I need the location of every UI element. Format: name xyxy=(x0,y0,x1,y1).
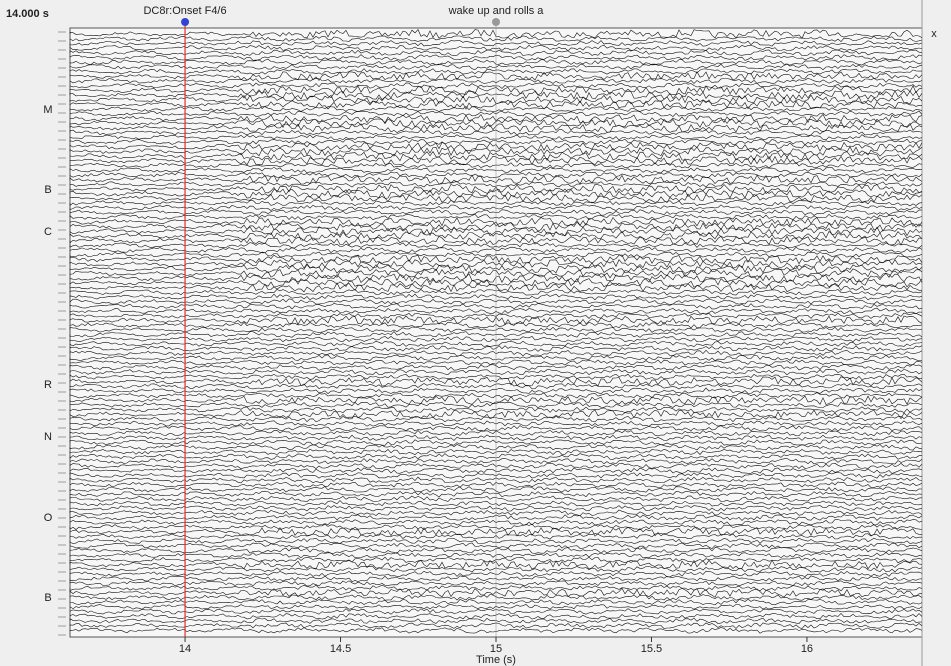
channel-group-label: N xyxy=(44,431,52,443)
signal-viewer: 14.000 s x Time (s) 14 14.5 15 15.5 16 DC8r:O… xyxy=(0,0,951,666)
channel-group-label: R xyxy=(44,379,52,391)
x-axis-label: Time (s) xyxy=(476,654,516,666)
x-tick-label: 14 xyxy=(179,643,191,655)
annotation-marker xyxy=(181,18,189,26)
channel-group-label: B xyxy=(44,592,51,604)
page: 14.000 s x Time (s) 14 14.5 15 15.5 16 DC8r:O… xyxy=(0,0,951,666)
time-readout: 14.000 s xyxy=(6,8,49,20)
x-tick-label: 16 xyxy=(801,643,813,655)
x-tick-label: 15 xyxy=(490,643,502,655)
channel-group-label: B xyxy=(44,184,51,196)
channel-group-label: C xyxy=(44,226,52,238)
channel-group-label: O xyxy=(44,512,53,524)
channel-group-label: M xyxy=(43,104,52,116)
x-tick-label: 14.5 xyxy=(330,643,351,655)
close-button[interactable]: x xyxy=(931,28,937,40)
annotation-label: DC8r:Onset F4/6 xyxy=(143,5,226,17)
x-tick-label: 15.5 xyxy=(641,643,662,655)
annotation-label: wake up and rolls a xyxy=(448,5,545,17)
annotation-marker xyxy=(492,18,500,26)
